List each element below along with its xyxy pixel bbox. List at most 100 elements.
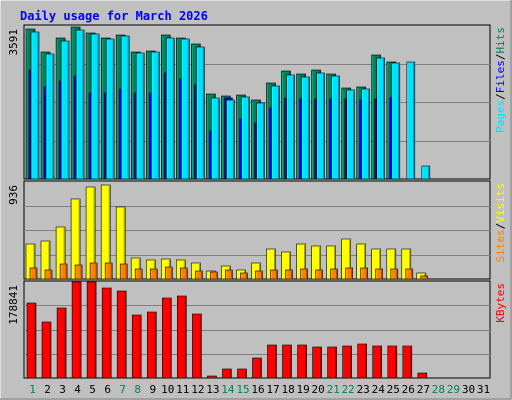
- bar-pages: [45, 53, 55, 180]
- bar-pages: [135, 52, 145, 180]
- bar-kbytes: [387, 345, 398, 379]
- x-tick-label: 23: [357, 383, 370, 396]
- bar-kbytes: [267, 344, 277, 379]
- bar-sites: [330, 268, 338, 280]
- bar-sites: [270, 269, 278, 280]
- x-tick-label: 19: [296, 383, 309, 396]
- x-tick-label: 25: [387, 383, 400, 396]
- x-tick-label: 24: [372, 383, 386, 396]
- bar-pages: [75, 29, 85, 180]
- x-tick-label: 4: [74, 383, 81, 396]
- bar-pages: [226, 99, 235, 180]
- bar-kbytes: [116, 290, 127, 379]
- bar-sites: [180, 267, 188, 280]
- bar-kbytes: [342, 345, 353, 379]
- bar-pages: [346, 89, 356, 180]
- bar-pages: [256, 102, 265, 180]
- x-tick-label: 9: [149, 383, 156, 396]
- bar-pages: [271, 85, 280, 180]
- bar-kbytes: [131, 314, 142, 379]
- bar-sites: [300, 268, 308, 280]
- panel-max-label: 3591: [7, 29, 20, 56]
- x-tick-label: 2: [44, 383, 51, 396]
- bar-sites: [165, 266, 173, 280]
- bar-kbytes: [297, 344, 307, 379]
- bar-kbytes: [147, 311, 157, 379]
- bar-kbytes: [86, 281, 97, 379]
- x-tick-label: 21: [327, 383, 340, 396]
- x-tick-label: 15: [236, 383, 249, 396]
- x-tick-label: 20: [311, 383, 324, 396]
- bar-pages: [181, 38, 190, 180]
- bar-sites: [104, 262, 113, 280]
- bar-kbytes: [207, 375, 217, 379]
- x-tick-label: 30: [462, 383, 475, 396]
- bar-pages: [151, 51, 160, 180]
- bar-pages: [30, 31, 40, 180]
- bar-kbytes: [177, 295, 187, 379]
- bar-kbytes: [71, 281, 82, 379]
- bar-kbytes: [417, 372, 428, 379]
- x-tick-label: 22: [342, 383, 355, 396]
- x-tick-label: 7: [119, 383, 126, 396]
- x-tick-label: 28: [432, 383, 445, 396]
- x-tick-label: 17: [266, 383, 279, 396]
- bar-sites: [390, 268, 399, 280]
- bar-pages: [421, 165, 431, 180]
- chart-title: Daily usage for March 2026: [20, 9, 208, 23]
- bar-kbytes: [402, 345, 413, 379]
- bar-pages: [241, 96, 250, 180]
- bar-sites: [119, 263, 128, 280]
- bar-pages: [211, 97, 220, 180]
- x-tick-label: 29: [447, 383, 460, 396]
- legend-kbytes: KBytes: [494, 283, 507, 323]
- x-tick-label: 31: [477, 383, 490, 396]
- bar-kbytes: [252, 357, 262, 379]
- bar-sites: [59, 263, 68, 280]
- bar-pages: [361, 88, 371, 180]
- x-tick-label: 6: [104, 383, 111, 396]
- legend-separator: /: [494, 54, 507, 61]
- bar-pages: [105, 38, 115, 180]
- bar-pages: [120, 35, 130, 180]
- bar-sites: [150, 268, 158, 280]
- x-tick-label: 12: [191, 383, 204, 396]
- bar-sites: [345, 267, 354, 280]
- bar-pages: [406, 61, 416, 180]
- bar-kbytes: [357, 343, 368, 379]
- x-tick-label: 1: [29, 383, 36, 396]
- bar-pages: [376, 57, 386, 180]
- bar-sites: [255, 270, 263, 280]
- chart-panel-3: 178841 KBytes: [7, 280, 507, 379]
- x-tick-label: 3: [59, 383, 66, 396]
- bar-pages: [316, 72, 325, 180]
- bar-sites: [285, 269, 293, 280]
- bar-kbytes: [282, 344, 292, 379]
- x-tick-label: 26: [402, 383, 415, 396]
- panel-max-label: 936: [7, 185, 20, 205]
- x-tick-label: 13: [206, 383, 219, 396]
- bar-kbytes: [41, 321, 52, 379]
- bar-pages: [301, 76, 310, 180]
- bar-pages: [90, 33, 100, 180]
- x-tick-label: 27: [417, 383, 430, 396]
- bar-sites: [210, 271, 218, 280]
- legend-separator: /: [494, 93, 507, 100]
- bar-kbytes: [56, 307, 67, 379]
- bar-pages: [166, 37, 175, 180]
- x-tick-label: 18: [281, 383, 294, 396]
- bar-sites: [134, 268, 143, 280]
- panel-max-label: 178841: [7, 285, 20, 325]
- x-tick-label: 10: [161, 383, 174, 396]
- x-tick-label: 16: [251, 383, 264, 396]
- bar-sites: [240, 272, 248, 280]
- bar-sites: [375, 268, 384, 280]
- bar-kbytes: [372, 345, 383, 379]
- x-tick-label: 11: [176, 383, 189, 396]
- bar-sites: [420, 275, 429, 280]
- bar-pages: [391, 62, 401, 180]
- bar-pages: [331, 75, 340, 180]
- bar-kbytes: [162, 297, 172, 379]
- bar-kbytes: [237, 368, 247, 379]
- x-tick-label: 5: [89, 383, 96, 396]
